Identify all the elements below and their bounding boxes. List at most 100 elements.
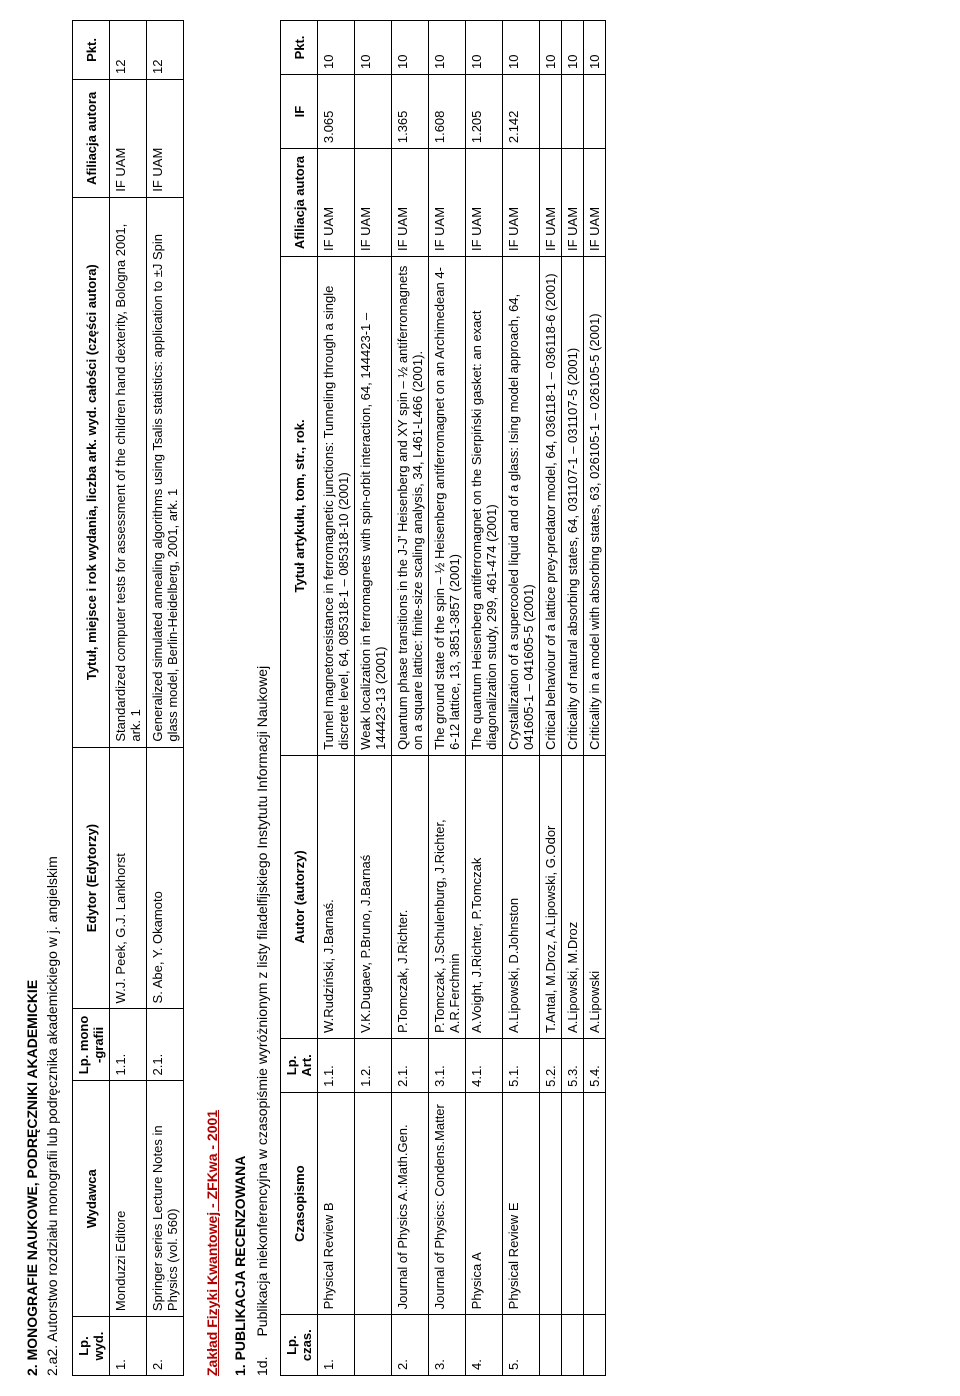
cell-autor: V.K.Dugaev, P.Bruno, J.Barnaś bbox=[355, 755, 392, 1038]
cell-if: 2.142 bbox=[503, 75, 540, 149]
t2-col-lp: Lp. czas. bbox=[281, 1315, 318, 1376]
table-row: 5.Physical Review E5.1.A.Lipowski, D.Joh… bbox=[503, 21, 540, 1376]
cell-lp: 2. bbox=[147, 1317, 184, 1376]
table-row: 2.Journal of Physics A.:Math.Gen.2.1.P.T… bbox=[392, 21, 429, 1376]
cell-pkt: 10 bbox=[584, 21, 606, 75]
cell-afil: IF UAM bbox=[355, 149, 392, 257]
cell-edytor: W.J. Peek, G.J. Lankhorst bbox=[110, 747, 147, 1009]
cell-lp bbox=[584, 1315, 606, 1376]
cell-afil: IF UAM bbox=[540, 149, 562, 257]
cell-lp: 1. bbox=[110, 1317, 147, 1376]
cell-czas bbox=[540, 1092, 562, 1314]
cell-if: 1.608 bbox=[429, 75, 466, 149]
cell-lpm: 2.1. bbox=[147, 1009, 184, 1081]
cell-tytul: The quantum Heisenberg antiferromagnet o… bbox=[466, 257, 503, 756]
cell-lp: 3. bbox=[429, 1315, 466, 1376]
t1-col-lpm: Lp. mono -grafii bbox=[73, 1009, 110, 1081]
publications-table: Lp. czas. Czasopismo Lp. Art. Autor (aut… bbox=[280, 20, 606, 1376]
cell-lpa: 4.1. bbox=[466, 1038, 503, 1092]
table-row: 3.Journal of Physics: Condens.Matter3.1.… bbox=[429, 21, 466, 1376]
cell-autor: P.Tomczak, J.Schulenburg, J.Richter, A.R… bbox=[429, 755, 466, 1038]
cell-afil: IF UAM bbox=[503, 149, 540, 257]
cell-afil: IF UAM bbox=[110, 79, 147, 197]
cell-autor: P.Tomczak, J.Richter. bbox=[392, 755, 429, 1038]
table-row: 5.2.T.Antal, M.Droz, A.Lipowski, G.OdorC… bbox=[540, 21, 562, 1376]
cell-lp: 4. bbox=[466, 1315, 503, 1376]
cell-if: 1.365 bbox=[392, 75, 429, 149]
cell-afil: IF UAM bbox=[584, 149, 606, 257]
t2-col-czas: Czasopismo bbox=[281, 1092, 318, 1314]
cell-czas: Journal of Physics: Condens.Matter bbox=[429, 1092, 466, 1314]
cell-if bbox=[355, 75, 392, 149]
department-heading: Zakład Fizyki Kwantowej - ZFKwa - 2001 bbox=[204, 20, 220, 1376]
cell-pkt: 10 bbox=[318, 21, 355, 75]
cell-pkt: 10 bbox=[466, 21, 503, 75]
cell-lp bbox=[355, 1315, 392, 1376]
cell-tytul: Weak localization in ferromagnets with s… bbox=[355, 257, 392, 756]
cell-autor: W.Rudziński, J.Barnaś. bbox=[318, 755, 355, 1038]
cell-afil: IF UAM bbox=[429, 149, 466, 257]
t1-col-afil: Afiliacja autora bbox=[73, 79, 110, 197]
cell-tytul: Criticality of natural absorbing states,… bbox=[562, 257, 584, 756]
t2-col-lpa: Lp. Art. bbox=[281, 1038, 318, 1092]
table-row: 1.Monduzzi Editore1.1.W.J. Peek, G.J. La… bbox=[110, 21, 147, 1376]
cell-wydawca: Springer series Lecture Notes in Physics… bbox=[147, 1081, 184, 1317]
cell-czas: Physica A bbox=[466, 1092, 503, 1314]
cell-afil: IF UAM bbox=[562, 149, 584, 257]
cell-pkt: 10 bbox=[540, 21, 562, 75]
cell-afil: IF UAM bbox=[147, 79, 184, 197]
cell-autor: A.Lipowski, M.Droz bbox=[562, 755, 584, 1038]
cell-if bbox=[584, 75, 606, 149]
t2-col-afil: Afiliacja autora bbox=[281, 149, 318, 257]
cell-if bbox=[562, 75, 584, 149]
cell-autor: T.Antal, M.Droz, A.Lipowski, G.Odor bbox=[540, 755, 562, 1038]
cell-pkt: 10 bbox=[392, 21, 429, 75]
t1-col-wydawca: Wydawca bbox=[73, 1081, 110, 1317]
monographs-table: Lp. wyd. Wydawca Lp. mono -grafii Edytor… bbox=[72, 20, 184, 1376]
t2-col-pkt: Pkt. bbox=[281, 21, 318, 75]
section1-heading: 1. PUBLIKACJA RECENZOWANA bbox=[232, 20, 248, 1376]
t1-col-pkt: Pkt. bbox=[73, 21, 110, 80]
cell-autor: A.Lipowski, D.Johnston bbox=[503, 755, 540, 1038]
cell-tytul: The ground state of the spin – ½ Heisenb… bbox=[429, 257, 466, 756]
table-row: 1.Physical Review B1.1.W.Rudziński, J.Ba… bbox=[318, 21, 355, 1376]
cell-pkt: 12 bbox=[147, 21, 184, 80]
cell-pkt: 10 bbox=[355, 21, 392, 75]
cell-autor: A.Lipowski bbox=[584, 755, 606, 1038]
cell-pkt: 10 bbox=[429, 21, 466, 75]
cell-lpa: 2.1. bbox=[392, 1038, 429, 1092]
cell-lpa: 5.1. bbox=[503, 1038, 540, 1092]
t1-col-edytor: Edytor (Edytorzy) bbox=[73, 747, 110, 1009]
table-row: 5.3.A.Lipowski, M.DrozCriticality of nat… bbox=[562, 21, 584, 1376]
cell-afil: IF UAM bbox=[318, 149, 355, 257]
cell-lp: 2. bbox=[392, 1315, 429, 1376]
cell-czas bbox=[562, 1092, 584, 1314]
cell-lpa: 5.3. bbox=[562, 1038, 584, 1092]
cell-if bbox=[540, 75, 562, 149]
cell-tytul: Quantum phase transitions in the J-J' He… bbox=[392, 257, 429, 756]
cell-wydawca: Monduzzi Editore bbox=[110, 1081, 147, 1317]
cell-lpa: 1.2. bbox=[355, 1038, 392, 1092]
cell-lp bbox=[562, 1315, 584, 1376]
cell-tytul: Tunnel magnetoresistance in ferromagneti… bbox=[318, 257, 355, 756]
table-row: 4.Physica A4.1.A.Voight, J.Richter, P.To… bbox=[466, 21, 503, 1376]
table-row: 5.4.A.LipowskiCriticality in a model wit… bbox=[584, 21, 606, 1376]
cell-if: 1.205 bbox=[466, 75, 503, 149]
cell-tytul: Critical behaviour of a lattice prey-pre… bbox=[540, 257, 562, 756]
cell-tytul: Generalized simulated annealing algorith… bbox=[147, 197, 184, 747]
cell-pkt: 10 bbox=[562, 21, 584, 75]
cell-lpa: 3.1. bbox=[429, 1038, 466, 1092]
cell-lp bbox=[540, 1315, 562, 1376]
cell-tytul: Crystallization of a supercooled liquid … bbox=[503, 257, 540, 756]
section1-label-row: 1d. Publikacja niekonferencyjna w czasop… bbox=[254, 20, 270, 1376]
table-row: 1.2.V.K.Dugaev, P.Bruno, J.BarnaśWeak lo… bbox=[355, 21, 392, 1376]
t1-col-lp: Lp. wyd. bbox=[73, 1317, 110, 1376]
cell-czas bbox=[584, 1092, 606, 1314]
cell-if: 3.065 bbox=[318, 75, 355, 149]
cell-pkt: 10 bbox=[503, 21, 540, 75]
cell-afil: IF UAM bbox=[466, 149, 503, 257]
cell-czas: Physical Review E bbox=[503, 1092, 540, 1314]
section1-label: Publikacja niekonferencyjna w czasopiśmi… bbox=[254, 666, 270, 1337]
section2-heading: 2. MONOGRAFIE NAUKOWE, PODRĘCZNIKI AKADE… bbox=[24, 20, 40, 1376]
t2-col-if: IF bbox=[281, 75, 318, 149]
